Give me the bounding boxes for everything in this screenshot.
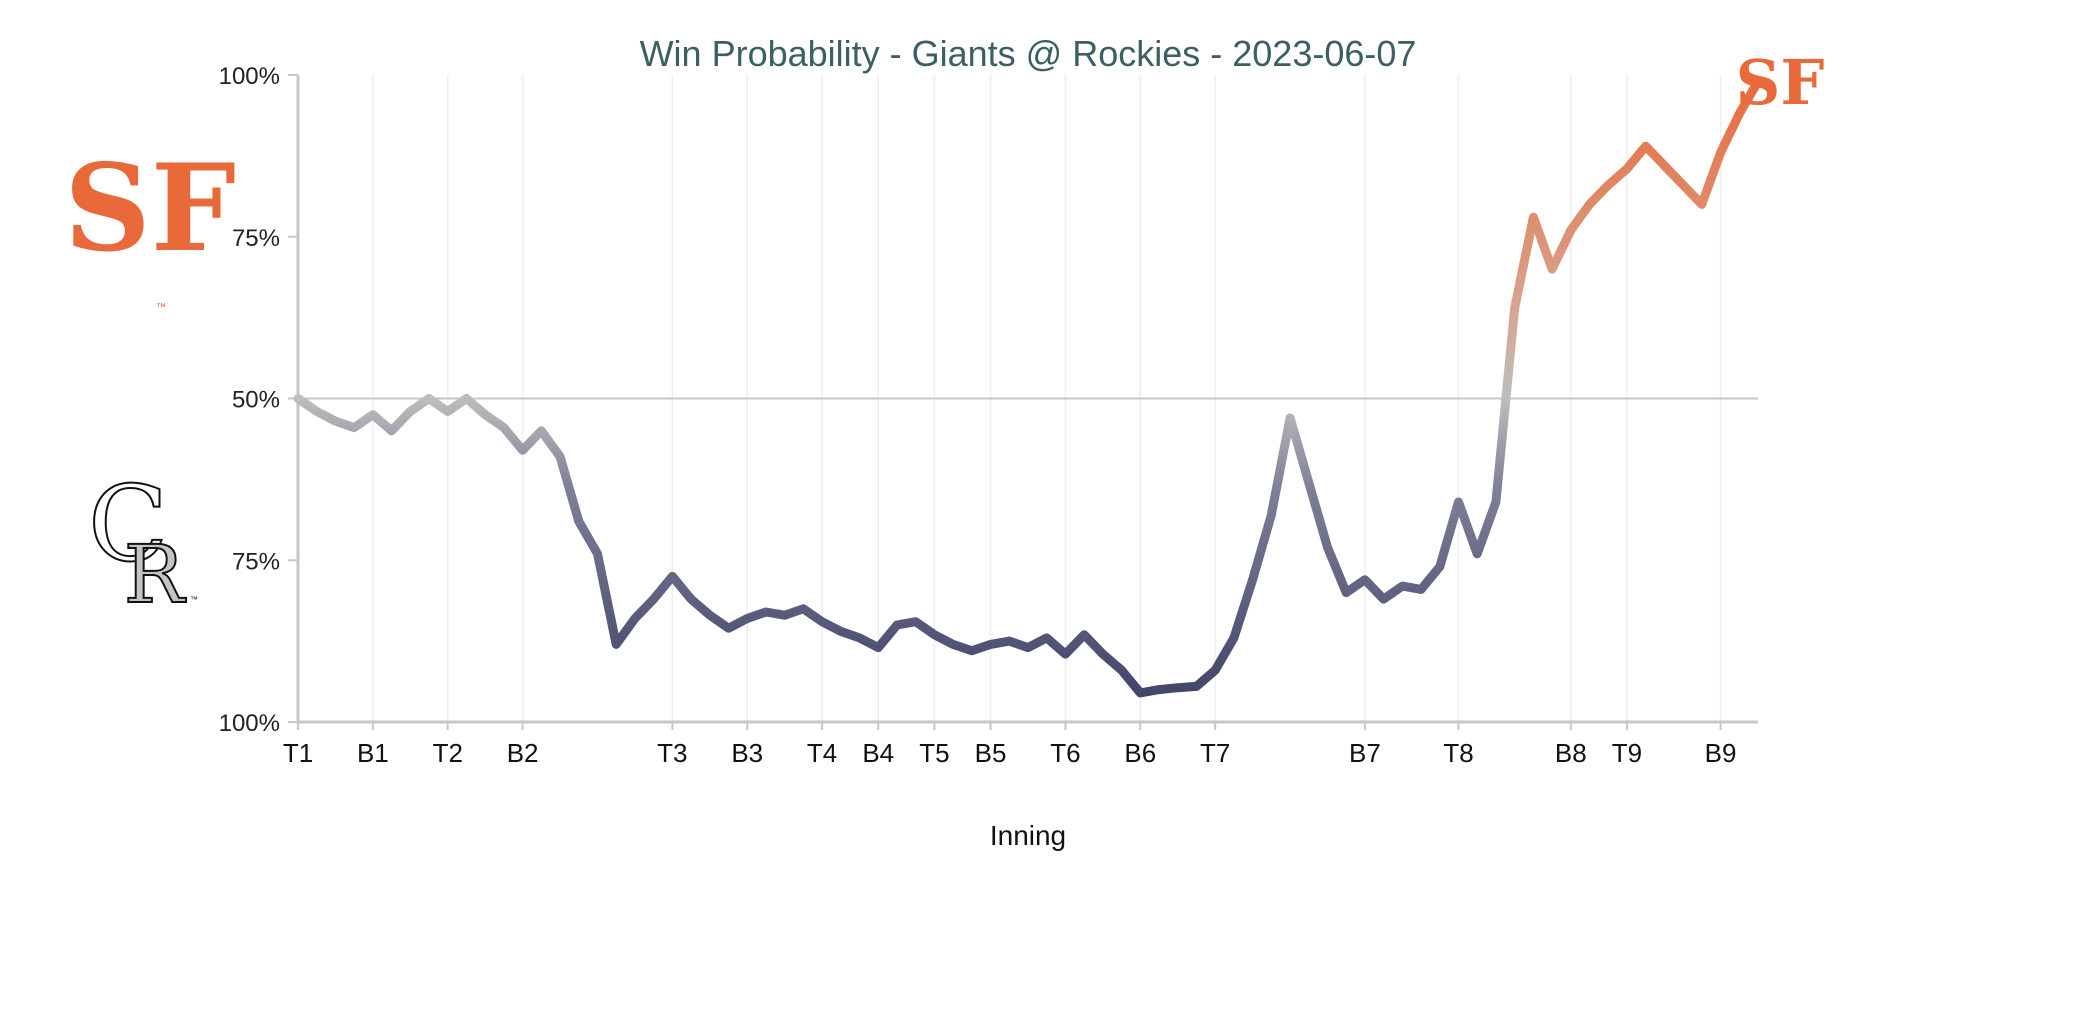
y-tick-label: 100% — [219, 63, 280, 90]
x-tick-label-t1: T1 — [283, 738, 313, 768]
giants-logo: SF ™ — [64, 138, 236, 313]
giants-end-logo-mark: SF — [1736, 46, 1825, 119]
x-tick-label-t4: T4 — [807, 738, 837, 768]
y-tick-label: 75% — [232, 225, 280, 252]
x-tick-label-t3: T3 — [657, 738, 687, 768]
x-tick-label-t2: T2 — [433, 738, 463, 768]
x-tick-label-b2: B2 — [507, 738, 539, 768]
giants-end-logo: SF — [1736, 46, 1825, 119]
x-tick-label-b7: B7 — [1349, 738, 1381, 768]
axes — [296, 75, 1758, 724]
x-axis-label: Inning — [990, 820, 1066, 851]
y-tick-label: 50% — [232, 387, 280, 414]
rockies-logo-tm: ™ — [190, 595, 198, 604]
giants-logo-tm: ™ — [156, 302, 166, 313]
win-probability-line — [293, 77, 1763, 698]
x-tick-label-b9: B9 — [1705, 738, 1737, 768]
rockies-logo-c: C — [88, 463, 168, 585]
y-tick-labels: 100% 75% 50% 75% 100% — [219, 63, 298, 737]
probability-line-layer — [293, 77, 1763, 698]
x-tick-labels: T1 B1 T2 B2 T3 B3 T4 B4 T5 B5 T6 B6 T7 B7 T8 B8 T9 B9 Inni… — [283, 722, 1737, 851]
y-tick-label: 75% — [232, 548, 280, 575]
y-tick-label: 100% — [219, 710, 280, 737]
x-tick-label-b8: B8 — [1555, 738, 1587, 768]
x-tick-label-b6: B6 — [1124, 738, 1156, 768]
giants-logo-mark: SF — [64, 138, 236, 279]
x-tick-label-b3: B3 — [731, 738, 763, 768]
rockies-logo: C R ™ — [87, 462, 198, 622]
x-tick-label-t9: T9 — [1612, 738, 1642, 768]
chart-title: Win Probability - Giants @ Rockies - 202… — [640, 33, 1417, 74]
x-tick-label-t5: T5 — [919, 738, 949, 768]
x-tick-label-t7: T7 — [1200, 738, 1230, 768]
rockies-logo-r: R — [124, 528, 187, 621]
x-tick-label-b4: B4 — [862, 738, 894, 768]
x-tick-label-t8: T8 — [1443, 738, 1473, 768]
x-tick-label-b5: B5 — [975, 738, 1007, 768]
x-tick-label-t6: T6 — [1050, 738, 1080, 768]
x-tick-label-b1: B1 — [357, 738, 389, 768]
